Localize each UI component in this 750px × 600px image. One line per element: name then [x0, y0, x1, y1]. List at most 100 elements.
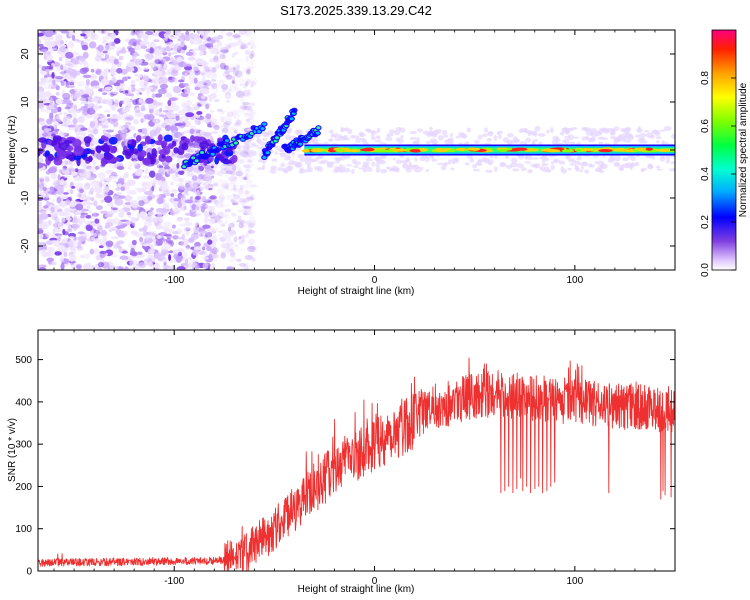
spectrogram-haze-blob [601, 137, 609, 140]
spectrogram-noise-blob [233, 150, 239, 156]
spectrogram-noise-blob [145, 48, 151, 53]
spectrogram-noise-blob [76, 245, 83, 249]
spectrogram-noise-blob [38, 227, 43, 231]
spectrogram-noise-blob [73, 104, 78, 111]
spectrogram-drift-core [257, 129, 262, 133]
spectrogram-noise-blob [139, 32, 147, 37]
spectrogram-haze-blob [544, 166, 550, 173]
spectrogram-noise-blob [90, 197, 95, 202]
spectrogram-noise-blob [81, 44, 89, 51]
spectrogram-noise-blob [107, 99, 113, 106]
spectrogram-noise-blob [90, 85, 100, 89]
spectrogram-noise-blob [63, 251, 68, 257]
spectrogram-haze-blob [671, 134, 675, 139]
spectrogram-noise-blob [220, 64, 229, 69]
spectrogram-tone-peak [448, 149, 456, 153]
spectrogram-noise-blob [133, 265, 139, 270]
spectrogram-noise-blob [146, 147, 154, 155]
spectrogram-noise-blob [226, 266, 235, 270]
spectrogram-noise-blob [89, 248, 94, 255]
spectrogram-noise-blob [41, 65, 47, 71]
spectrogram-noise-blob [200, 206, 206, 213]
spectrogram-noise-blob [164, 37, 168, 42]
colorbar-tick-label: 0.2 [700, 215, 711, 229]
spectrogram-noise-blob [67, 84, 76, 88]
spectrogram-noise-blob [249, 194, 255, 201]
spectrogram-noise-blob [248, 215, 255, 220]
spectrogram-haze-blob [395, 137, 401, 142]
spectrogram-noise-blob [233, 236, 238, 243]
spectrogram-noise-blob [64, 207, 72, 212]
spectrogram-haze-blob [573, 136, 580, 139]
spectrogram-haze-blob [418, 166, 424, 171]
colorbar-tick-label: 0.8 [700, 71, 711, 85]
spectrogram-noise-blob [185, 30, 190, 36]
spectrogram-noise-blob [109, 175, 116, 179]
spectrogram-haze-blob [640, 136, 645, 141]
spectrogram-noise-blob [181, 233, 186, 240]
spectrogram-haze-blob [388, 129, 396, 134]
spectrogram-noise-blob [227, 44, 232, 49]
spectrogram-haze-blob [585, 136, 590, 140]
spectrogram-noise-blob [173, 78, 178, 84]
spectrogram-noise-blob [52, 181, 62, 187]
spectrogram-noise-blob [172, 202, 179, 207]
spectrogram-haze-blob [655, 140, 660, 144]
spectrogram-haze-blob [613, 161, 620, 167]
spectrogram-drift-core [210, 152, 215, 156]
spectrogram-haze-blob [584, 169, 590, 174]
spectrogram-noise-blob [38, 242, 46, 246]
spectrogram-haze-blob [622, 137, 627, 143]
spectrogram-noise-blob [60, 64, 64, 71]
spectrogram-noise-blob [51, 199, 56, 203]
spectrogram-noise-blob [201, 246, 206, 251]
spectrogram-haze-blob [437, 135, 444, 141]
spectrogram-noise-blob [185, 51, 194, 56]
spectrogram-noise-blob [220, 49, 229, 53]
spectrogram-noise-blob [67, 124, 76, 128]
spectrogram-noise-blob [195, 265, 200, 269]
spectrogram-noise-blob [47, 219, 52, 226]
spectrogram-haze-blob [411, 164, 420, 171]
spectrogram-noise-blob [55, 98, 63, 105]
spectrogram-noise-blob [245, 190, 251, 196]
spectrogram-tone-peak [498, 148, 508, 152]
spectrogram-noise-blob [218, 179, 226, 183]
spectrogram-noise-blob [156, 164, 163, 169]
spectrogram-haze-blob [655, 136, 662, 140]
spectrogram-noise-blob [178, 116, 184, 123]
spectrogram-noise-blob [228, 87, 233, 92]
snr-series-line [38, 357, 675, 571]
spectrogram-noise-blob [65, 99, 73, 103]
spectrogram-noise-blob [45, 118, 53, 125]
spectrogram-noise-blob [98, 114, 105, 119]
spectrogram-noise-blob [248, 80, 255, 84]
spectrogram-noise-blob [131, 239, 137, 246]
spectrogram-noise-blob [245, 172, 252, 180]
spectrogram-haze-blob [376, 127, 381, 134]
spectrogram-noise-blob [83, 62, 90, 69]
spectrogram-band-blob [162, 139, 168, 147]
spectrogram-noise-blob [74, 211, 82, 215]
spectrogram-haze-blob [516, 163, 525, 168]
colorbar-gradient [712, 30, 736, 270]
spectrogram-noise-blob [72, 53, 82, 57]
spectrogram-noise-blob [133, 118, 139, 125]
spectrogram-noise-blob [47, 40, 56, 48]
spectrogram-noise-blob [246, 245, 256, 253]
spectrogram-noise-blob [95, 71, 100, 74]
spectrogram-noise-blob [45, 68, 50, 73]
spectrogram-noise-blob [162, 110, 169, 113]
spectrogram-haze-blob [429, 126, 433, 132]
spectrogram-haze-blob [262, 138, 268, 141]
spectrogram-noise-blob [160, 77, 168, 85]
spectrogram-haze-blob [414, 157, 418, 162]
spectrogram-tone-peak [645, 147, 653, 151]
spectrogram-noise-blob [97, 122, 103, 126]
spectrogram-noise-blob [227, 226, 232, 232]
spectrogram-noise-blob [159, 181, 168, 188]
spectrogram-band-blob [216, 153, 223, 159]
spectrogram-haze-blob [477, 134, 483, 140]
spectrogram-noise-blob [163, 221, 172, 227]
spectrogram-noise-blob [228, 208, 233, 215]
